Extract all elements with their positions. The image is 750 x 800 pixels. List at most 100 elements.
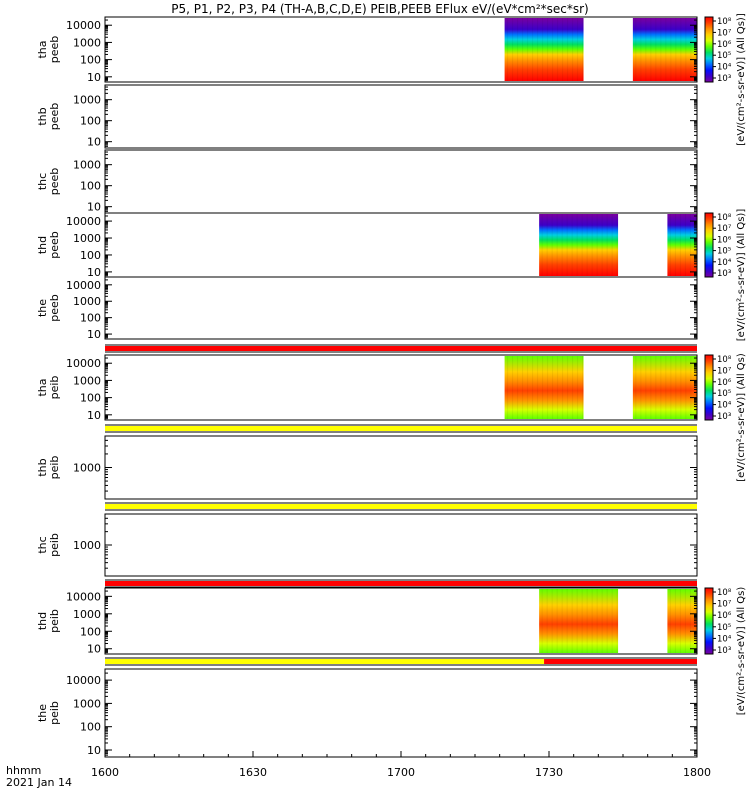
y-tick-label: 100 [80,625,101,638]
colorbar-tick-label: 10⁷ [717,224,732,234]
data-interval-2 [632,18,697,81]
y-label: thdpeib [36,609,61,633]
y-tick-label: 10 [87,136,101,149]
data-interval-1 [504,18,584,81]
data-interval-2 [667,589,697,653]
y-tick-label: 1000 [73,94,101,107]
y-label: thbpeeb [36,103,61,131]
y-tick-label: 1000 [73,36,101,49]
y-label-probe: thb [36,107,49,125]
colorbar-tick-label: 10³ [717,269,731,279]
flag-bar [105,504,697,509]
y-label-probe: tha [36,40,49,58]
y-tick-label: 100 [80,180,101,193]
colorbar-tick-label: 10⁷ [717,366,732,376]
y-tick-label: 10000 [66,590,101,603]
y-tick-label: 1000 [73,232,101,245]
panel-frame [104,149,698,214]
y-tick-label: 1000 [73,374,101,387]
y-tick-label: 1000 [73,295,101,308]
flag-bar [105,426,697,431]
data-interval-1 [504,356,584,419]
x-tick-label: 1730 [535,766,563,779]
y-tick-label: 10 [87,266,101,279]
data-interval-2 [632,356,697,419]
y-tick-label: 100 [80,249,101,262]
y-label-probe: thc [36,173,49,190]
colorbar-label: [eV/(cm²-s-sr-eV)] (All Qs)] [736,13,747,146]
y-label-product: peib [48,376,61,400]
colorbar-label: [eV/(cm²-s-sr-eV)] (All Qs)] [736,209,747,342]
flag-bar [105,346,697,351]
y-label-probe: thc [36,536,49,553]
y-label-product: peib [48,533,61,557]
colorbar-tick-label: 10⁶ [717,40,732,50]
y-label-product: peib [48,609,61,633]
panel-frame [104,435,698,500]
y-label-probe: thb [36,458,49,476]
x-tick-label: 1600 [91,766,119,779]
y-label: thapeib [36,376,61,400]
y-label-product: peeb [48,36,61,64]
colorbar-tick-label: 10³ [717,412,731,422]
colorbar [704,587,714,655]
y-tick-label: 10 [87,744,101,757]
y-tick-label: 10 [87,71,101,84]
panel-frame [104,276,698,340]
colorbar-tick-label: 10⁴ [717,258,732,268]
y-label-product: peeb [48,103,61,131]
panel-thc-peib: 1000 thcpeib [36,513,698,588]
panel-thc-peeb: 10 100 1000 thcpeeb [36,149,698,214]
panels-group: 10100100010000thapeeb10³10⁴10⁵10⁶10⁷10⁸[… [36,13,747,758]
panel-tha-peeb: 10100100010000thapeeb10³10⁴10⁵10⁶10⁷10⁸[… [36,13,747,146]
y-tick-label: 100 [80,115,101,128]
colorbar-tick-label: 10⁴ [717,401,732,411]
panel-frame [104,16,698,83]
x-axis-date: 2021 Jan 14 [6,776,72,789]
panel-tha-peib: 10100100010000thapeib10³10⁴10⁵10⁶10⁷10⁸[… [36,353,747,482]
colorbar-tick-label: 10⁵ [717,389,731,399]
y-tick-label: 10000 [66,674,101,687]
colorbar-tick-label: 10⁴ [717,63,732,73]
y-tick-label: 10 [87,409,101,422]
y-tick-label: 100 [80,312,101,325]
panel-the-peeb: 10 100 1000 10000 thepeeb [36,276,698,353]
y-tick-label: 100 [80,721,101,734]
colorbar [704,16,714,83]
colorbar-tick-label: 10⁶ [717,235,732,245]
y-label-product: peeb [48,231,61,259]
x-tick-label: 1630 [239,766,267,779]
y-label: thapeeb [36,36,61,64]
panel-the-peib: 10 100 1000 10000 thepeib [36,668,698,758]
colorbar-tick-label: 10⁴ [717,634,732,644]
figure-title: P5, P1, P2, P3, P4 (TH-A,B,C,D,E) PEIB,P… [171,2,588,16]
flag-bar [105,659,545,664]
y-label: thdpeeb [36,231,61,259]
colorbar-tick-label: 10³ [717,646,731,656]
y-label: thepeeb [36,294,61,322]
panel-frame [104,513,698,577]
colorbar-tick-label: 10⁶ [717,378,732,388]
y-label: thbpeib [36,456,61,480]
colorbar-label: [eV/(cm²-s-sr-eV)] (All Qs) [736,587,747,716]
colorbar [704,354,714,421]
y-tick-label: 10000 [66,357,101,370]
colorbar-tick-label: 10⁶ [717,611,732,621]
y-label-probe: the [36,704,49,722]
y-tick-label: 1000 [73,159,101,172]
data-interval-2 [667,214,697,276]
flag-bar [544,659,697,664]
y-tick-label: 10 [87,643,101,656]
y-tick-label: 1000 [73,462,101,475]
y-tick-label: 10000 [66,19,101,32]
x-tick-label: 1700 [387,766,415,779]
y-label-product: peib [48,456,61,480]
colorbar-tick-label: 10⁸ [717,588,732,598]
y-label: thcpeib [36,533,61,557]
x-tick-label: 1800 [683,766,711,779]
y-tick-label: 100 [80,392,101,405]
y-label-product: peeb [48,168,61,196]
time-axis: 1600 1630 1700 1730 1800 [91,751,711,779]
